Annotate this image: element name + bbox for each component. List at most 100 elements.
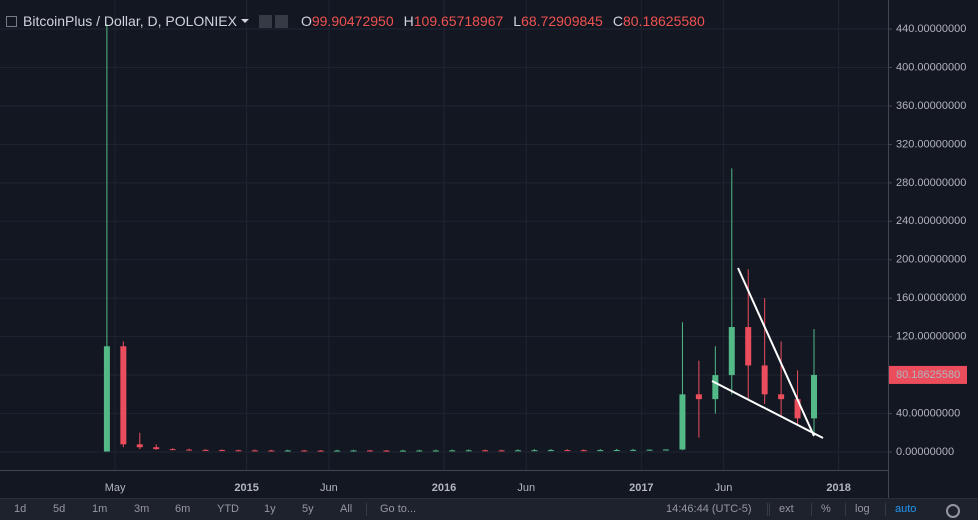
candle-body [367, 450, 373, 452]
candle-body [334, 450, 341, 452]
candle-body [778, 394, 785, 400]
settings-button[interactable] [258, 14, 272, 28]
ohlc-value: 109.65718967 [413, 13, 504, 29]
ohlc-key: H [403, 13, 414, 29]
ohlc-key: O [300, 13, 312, 29]
separator [885, 503, 886, 516]
x-tick-label: 2017 [629, 482, 653, 494]
collapse-icon[interactable] [6, 15, 17, 27]
hide-button[interactable] [274, 14, 288, 28]
clock: 14:46:44 (UTC-5) [666, 503, 752, 515]
range-button[interactable]: 6m [175, 503, 191, 515]
candle-body [449, 450, 456, 452]
candle-body [317, 450, 324, 452]
candle-body [350, 450, 357, 452]
axes: 0.0000000040.0000000080.00000000120.0000… [105, 23, 967, 494]
y-tick-label: 160.00000000 [896, 292, 966, 304]
last-price-label: 80.18625580 [896, 369, 960, 381]
range-button[interactable]: 1m [92, 503, 108, 515]
symbol-legend: BitcoinPlus / Dollar, D, POLONIEX O 99.90… [6, 11, 705, 31]
candle-body [284, 450, 291, 452]
candle-body [646, 449, 653, 451]
candle-body [465, 450, 472, 452]
option-button[interactable]: auto [895, 503, 917, 515]
y-tick-label: 320.00000000 [896, 138, 966, 150]
candle-body [515, 450, 521, 452]
range-button[interactable]: 5y [302, 503, 314, 515]
candle-body [663, 449, 669, 451]
settings-gear[interactable] [946, 504, 960, 518]
candle-body [547, 450, 554, 452]
candle-body [301, 450, 308, 452]
x-tick-label: May [105, 482, 126, 494]
trend-line [711, 380, 824, 439]
separator [366, 503, 367, 516]
candle-body [745, 327, 752, 366]
trend-line [737, 267, 815, 437]
x-tick-label: 2016 [432, 482, 456, 494]
x-tick-label: Jun [517, 482, 535, 494]
y-tick-label: 120.00000000 [896, 331, 966, 343]
y-tick-label: 400.00000000 [896, 61, 966, 73]
candle-body [498, 450, 505, 452]
option-button[interactable]: ext [779, 503, 794, 515]
candle-body [251, 450, 258, 452]
range-button[interactable]: 1y [264, 503, 276, 515]
goto-button[interactable]: Go to... [380, 503, 417, 515]
candle-body [580, 450, 587, 452]
separator [767, 503, 768, 516]
symbol-menu[interactable] [240, 19, 249, 23]
candle-body [597, 450, 604, 452]
grid [0, 0, 888, 470]
range-button[interactable]: YTD [217, 503, 239, 515]
candle-body [564, 450, 571, 452]
candle-body [679, 394, 686, 450]
separator [769, 503, 770, 516]
candle-body [613, 450, 620, 452]
y-tick-label: 200.00000000 [896, 254, 966, 266]
y-tick-label: 440.00000000 [896, 23, 966, 35]
ohlc-key: L [513, 13, 522, 29]
separator [845, 503, 846, 516]
range-button[interactable]: 5d [53, 503, 66, 515]
bottom-toolbar: 1d 5d 1m 3m 6m YTD 1y 5y All Go to... 14:46:44 (UT… [0, 498, 978, 520]
candle-body [219, 450, 225, 452]
ohlc-value: 80.18625580 [622, 13, 705, 29]
candle-body [153, 447, 160, 450]
candle-body [728, 327, 735, 376]
candle-body [794, 399, 801, 419]
separator [811, 503, 812, 516]
x-tick-label: Jun [320, 482, 338, 494]
symbol-title[interactable]: BitcoinPlus / Dollar, D, POLONIEX [23, 13, 237, 29]
candle-body [416, 450, 423, 452]
candle-body [761, 365, 768, 395]
chart: 0.0000000040.0000000080.00000000120.0000… [0, 0, 978, 498]
y-tick-label: 40.00000000 [896, 407, 960, 419]
candles [103, 24, 817, 452]
ohlc-key: C [612, 13, 623, 29]
candle-body [811, 374, 817, 419]
candle-body [531, 450, 538, 452]
ohlc-value: 99.90472950 [311, 13, 394, 29]
range-button[interactable]: 1d [14, 503, 27, 515]
candle-body [712, 375, 719, 400]
candle-body [186, 449, 193, 451]
y-tick-label: 360.00000000 [896, 100, 966, 112]
range-button[interactable]: 3m [134, 503, 150, 515]
candle-body [383, 450, 390, 452]
y-tick-label: 280.00000000 [896, 177, 966, 189]
candle-body [202, 449, 209, 451]
ohlc-value: 68.72909845 [521, 13, 603, 29]
option-button[interactable]: % [821, 503, 831, 515]
option-button[interactable]: log [855, 503, 870, 515]
y-tick-label: 240.00000000 [896, 215, 966, 227]
candle-body [169, 449, 176, 451]
candle-body [120, 346, 127, 445]
y-tick-label: 0.00000000 [896, 446, 954, 458]
range-button[interactable]: All [340, 503, 353, 515]
candle-body [268, 450, 275, 452]
chart-background [0, 0, 978, 498]
candle-body [432, 450, 439, 452]
last-price-box [889, 365, 967, 384]
